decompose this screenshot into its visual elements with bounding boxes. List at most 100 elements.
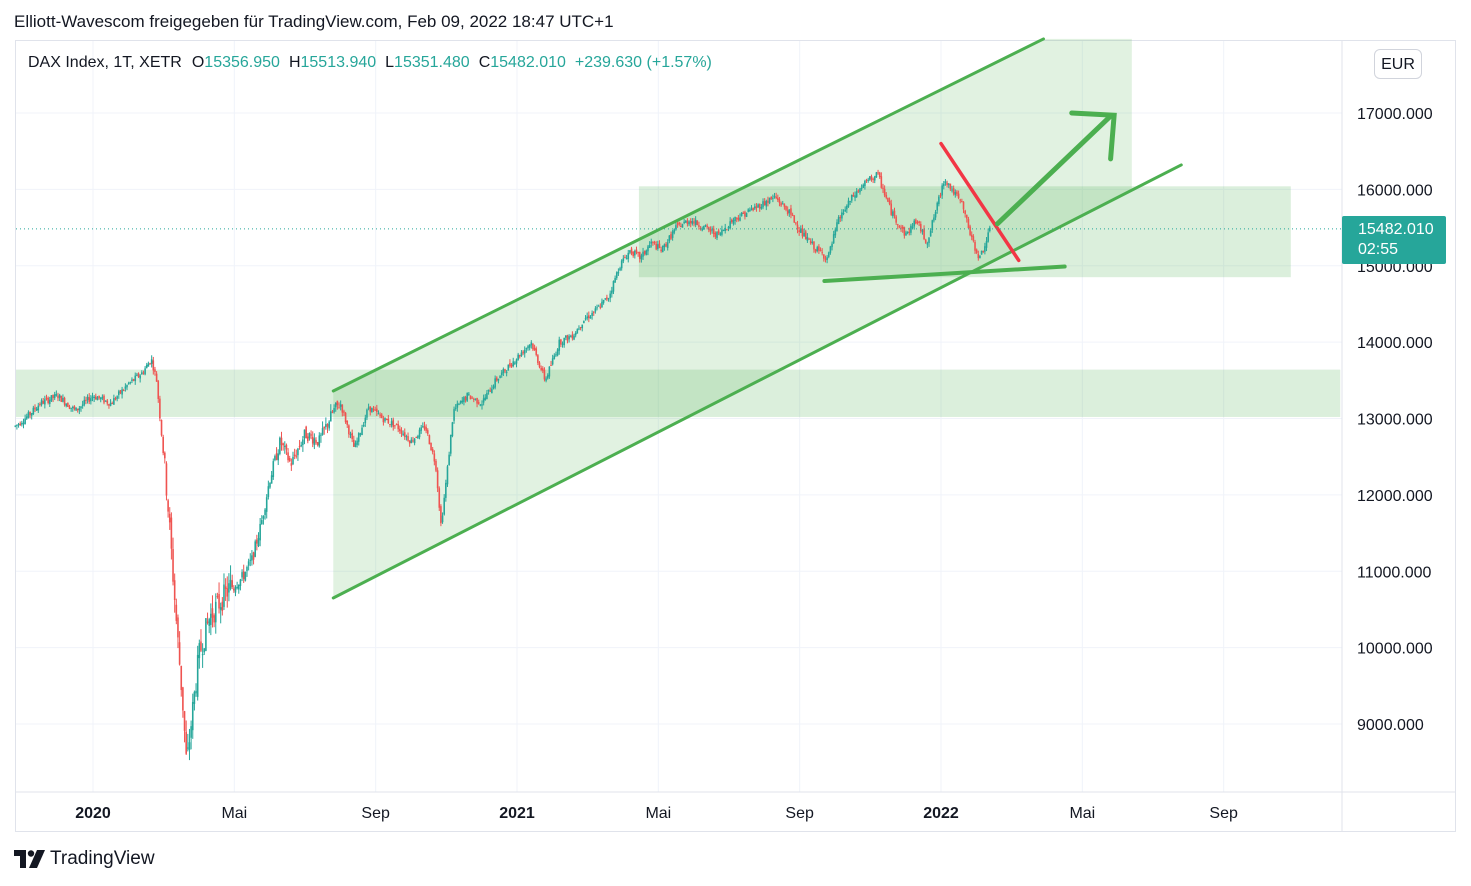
candle-body bbox=[269, 483, 271, 488]
candle-body bbox=[302, 439, 304, 446]
candle-body bbox=[671, 231, 674, 238]
time-tick-label: Mai bbox=[221, 805, 247, 822]
horizontal-zone[interactable] bbox=[638, 186, 1291, 278]
candle-body bbox=[98, 395, 100, 399]
candle-body bbox=[348, 425, 350, 435]
candle-body bbox=[800, 228, 802, 233]
candle-body bbox=[505, 371, 508, 374]
candle-body bbox=[103, 395, 105, 403]
candle-body bbox=[635, 249, 638, 253]
candle-body bbox=[737, 217, 740, 220]
tradingview-brand[interactable]: TradingView bbox=[14, 848, 155, 870]
candle-body bbox=[551, 358, 554, 365]
candle-body bbox=[384, 417, 386, 421]
candle-body bbox=[495, 377, 498, 381]
candle-body bbox=[413, 438, 416, 444]
candle-body bbox=[956, 191, 958, 195]
candle-body bbox=[357, 433, 360, 442]
candle-body bbox=[468, 393, 470, 395]
candle-body bbox=[640, 255, 643, 260]
last-price-value: 15482.010 bbox=[1358, 221, 1434, 238]
candle-body bbox=[479, 404, 482, 406]
channel-fill[interactable] bbox=[333, 38, 1132, 598]
candle-body bbox=[689, 220, 692, 224]
price-axis[interactable]: 9000.000 10000.000 11000.000 12000.000 13000… bbox=[1357, 106, 1433, 734]
candle-body bbox=[27, 412, 30, 418]
candle-body bbox=[895, 216, 897, 223]
channel-upper-line[interactable] bbox=[331, 37, 1045, 393]
candle-body bbox=[180, 665, 183, 691]
candle-body bbox=[333, 408, 335, 413]
candle-body bbox=[673, 229, 676, 233]
candle-body bbox=[157, 381, 160, 399]
candle-body bbox=[619, 268, 621, 271]
candle-body bbox=[431, 449, 434, 453]
support-trendline[interactable] bbox=[822, 264, 1067, 284]
time-axis[interactable]: 2020 Mai Sep 2021 Mai Sep 2022 Mai Sep bbox=[75, 805, 1238, 822]
candle-body bbox=[430, 442, 432, 451]
candle-body bbox=[883, 188, 886, 196]
candle-body bbox=[164, 452, 166, 459]
candle-body bbox=[698, 225, 700, 227]
candle-body bbox=[525, 348, 528, 350]
candle-body bbox=[346, 420, 349, 425]
time-tick-label: 2022 bbox=[923, 805, 959, 822]
candle-body bbox=[777, 197, 779, 200]
candle-body bbox=[793, 215, 796, 223]
candle-body bbox=[341, 404, 344, 413]
candle-body bbox=[703, 225, 705, 230]
symbol-label[interactable]: DAX Index, 1T, XETR bbox=[28, 54, 182, 71]
price-tick-label: 10000.000 bbox=[1357, 641, 1433, 658]
candle-body bbox=[154, 369, 156, 372]
channel-lower-line[interactable] bbox=[331, 163, 1183, 600]
candle-body bbox=[193, 691, 196, 704]
candle-body bbox=[620, 260, 623, 269]
candle-body bbox=[464, 396, 467, 401]
candle-body bbox=[578, 328, 580, 330]
candle-body bbox=[767, 200, 769, 203]
candle-body bbox=[334, 402, 337, 408]
candle-body bbox=[141, 372, 143, 375]
resistance-trendline[interactable] bbox=[939, 141, 1021, 263]
candle-body bbox=[494, 378, 496, 388]
candle-body bbox=[463, 397, 465, 403]
candle-body bbox=[967, 219, 970, 229]
candle-body bbox=[40, 400, 43, 405]
candle-body bbox=[726, 229, 728, 231]
candle-body bbox=[422, 426, 424, 428]
candle-body bbox=[410, 439, 413, 444]
candles bbox=[14, 169, 991, 761]
candle-body bbox=[139, 375, 141, 379]
currency-button[interactable]: EUR bbox=[1374, 49, 1422, 79]
candle-body bbox=[750, 208, 753, 211]
candle-body bbox=[612, 281, 615, 292]
candle-body bbox=[560, 339, 562, 345]
candle-body bbox=[928, 237, 930, 243]
candle-body bbox=[601, 301, 603, 308]
candle-body bbox=[676, 223, 679, 225]
candle-body bbox=[941, 185, 943, 196]
candle-body bbox=[749, 209, 751, 212]
candle-body bbox=[37, 405, 40, 411]
candle-body bbox=[823, 254, 825, 259]
horizontal-zone[interactable] bbox=[16, 369, 1341, 417]
candle-body bbox=[395, 423, 398, 425]
candle-body bbox=[569, 336, 572, 338]
candle-body bbox=[606, 297, 608, 300]
candle-body bbox=[507, 364, 510, 371]
target-arrow-head[interactable] bbox=[1069, 110, 1117, 162]
close-label: C bbox=[478, 54, 491, 71]
candle-body bbox=[93, 396, 95, 398]
target-arrow-line[interactable] bbox=[995, 113, 1114, 227]
candle-body bbox=[977, 254, 980, 259]
candle-body bbox=[338, 407, 340, 409]
candle-body bbox=[279, 437, 281, 454]
candle-body bbox=[303, 429, 306, 439]
candle-body bbox=[295, 455, 298, 457]
candle-body bbox=[257, 538, 260, 547]
candle-body bbox=[331, 411, 334, 413]
candle-body bbox=[571, 334, 574, 339]
open-value: 15356.950 bbox=[204, 54, 280, 71]
candle-body bbox=[50, 395, 53, 401]
